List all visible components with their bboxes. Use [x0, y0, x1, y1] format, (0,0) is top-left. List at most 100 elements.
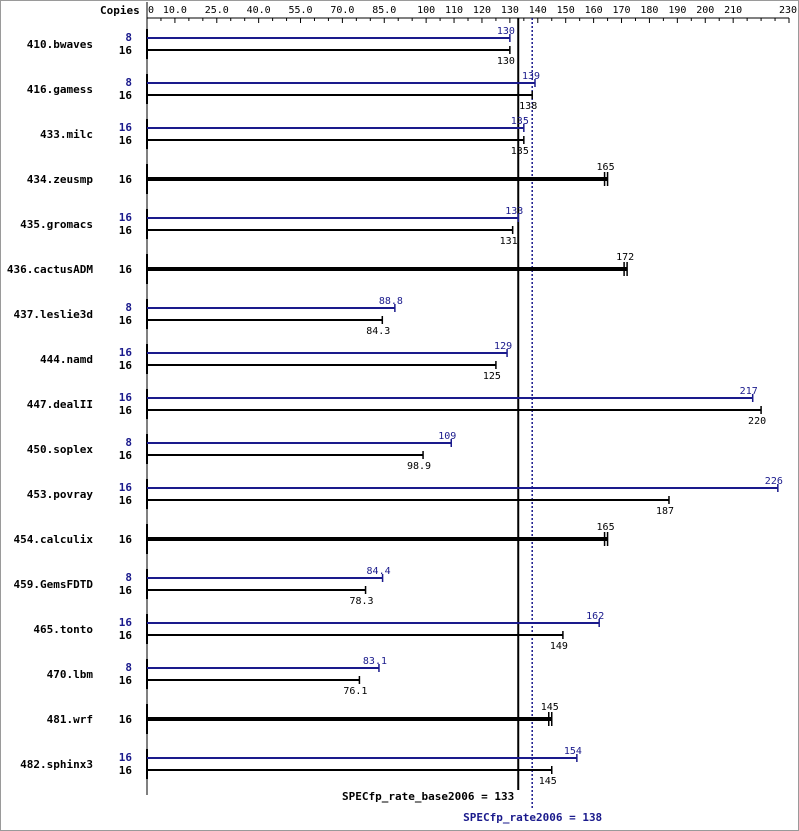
benchmark-row: 454.calculix 16 165 [14, 522, 615, 554]
value-label-peak: 217 [740, 386, 758, 397]
copies-peak: 8 [125, 301, 132, 314]
benchmark-name: 454.calculix [14, 533, 94, 546]
benchmark-name: 470.lbm [47, 668, 94, 681]
value-label-base: 78.3 [350, 596, 374, 607]
reference-labels: SPECfp_rate_base2006 = 133 SPECfp_rate200… [342, 790, 602, 824]
value-label-base: 131 [500, 236, 518, 247]
copies-peak: 16 [119, 481, 133, 494]
benchmark-name: 459.GemsFDTD [14, 578, 94, 591]
value-label-peak: 130 [497, 26, 515, 37]
benchmark-name: 450.soplex [27, 443, 94, 456]
x-tick-label: 10.0 [163, 5, 187, 16]
benchmark-name: 465.tonto [33, 623, 93, 636]
value-label-peak: 83.1 [363, 656, 387, 667]
x-tick-label: 40.0 [247, 5, 271, 16]
copies-base: 16 [119, 224, 133, 237]
reference-label-SPECfp_rate_base2006: SPECfp_rate_base2006 = 133 [342, 790, 514, 803]
value-label-peak: 154 [564, 746, 582, 757]
value-label-peak: 226 [765, 476, 783, 487]
copies-base: 16 [119, 674, 133, 687]
benchmark-row: 470.lbm 816 83.1 76.1 [47, 656, 387, 697]
x-tick-label: 170 [612, 5, 630, 16]
copies-base: 16 [119, 44, 133, 57]
x-tick-label: 140 [529, 5, 547, 16]
benchmark-row: 437.leslie3d 816 88.8 84.3 [14, 296, 403, 337]
copies-base: 16 [119, 494, 133, 507]
value-label-base: 84.3 [366, 326, 390, 337]
benchmark-name: 453.povray [27, 488, 94, 501]
value-label-peak: 139 [522, 71, 540, 82]
benchmark-name: 435.gromacs [20, 218, 93, 231]
copies-peak: 8 [125, 436, 132, 449]
value-label-peak: 84.4 [367, 566, 391, 577]
x-tick-label: 130 [501, 5, 519, 16]
value-label-base: 98.9 [407, 461, 431, 472]
x-tick-label: 55.0 [288, 5, 312, 16]
copies-peak: 16 [119, 121, 133, 134]
value-label-combined: 165 [597, 522, 615, 533]
x-tick-label: 70.0 [330, 5, 354, 16]
benchmark-row: 410.bwaves 816 130 130 [27, 26, 515, 67]
x-tick-label: 230 [779, 5, 797, 16]
value-label-base: 138 [519, 101, 537, 112]
copies-peak: 8 [125, 571, 132, 584]
value-label-base: 145 [539, 776, 557, 787]
value-label-base: 76.1 [343, 686, 367, 697]
value-label-base: 149 [550, 641, 568, 652]
copies-peak: 16 [119, 751, 133, 764]
benchmark-row: 481.wrf 16 145 [47, 702, 559, 734]
copies-base: 16 [119, 404, 133, 417]
copies-peak: 8 [125, 661, 132, 674]
benchmark-name: 447.dealII [27, 398, 93, 411]
benchmark-name: 433.milc [40, 128, 93, 141]
value-label-peak: 162 [586, 611, 604, 622]
value-label-base: 130 [497, 56, 515, 67]
copies-base: 16 [119, 533, 133, 546]
x-tick-label: 25.0 [205, 5, 229, 16]
x-tick-label: 150 [557, 5, 575, 16]
benchmark-name: 434.zeusmp [27, 173, 94, 186]
benchmark-name: 482.sphinx3 [20, 758, 93, 771]
value-label-peak: 129 [494, 341, 512, 352]
value-label-base: 125 [483, 371, 501, 382]
copies-header: Copies [100, 4, 140, 17]
benchmark-row: 434.zeusmp 16 165 [27, 162, 615, 194]
benchmark-name: 410.bwaves [27, 38, 93, 51]
copies-peak: 16 [119, 616, 133, 629]
benchmark-name: 416.gamess [27, 83, 93, 96]
copies-base: 16 [119, 263, 133, 276]
copies-peak: 8 [125, 31, 132, 44]
x-tick-label: 100 [417, 5, 435, 16]
copies-peak: 16 [119, 211, 133, 224]
benchmark-name: 436.cactusADM [7, 263, 93, 276]
copies-base: 16 [119, 713, 133, 726]
benchmark-name: 444.namd [40, 353, 93, 366]
value-label-peak: 109 [438, 431, 456, 442]
value-label-combined: 172 [616, 252, 634, 263]
value-label-combined: 145 [541, 702, 559, 713]
copies-base: 16 [119, 584, 133, 597]
benchmark-name: 437.leslie3d [14, 308, 93, 321]
reference-lines [517, 18, 533, 808]
x-tick-label: 160 [585, 5, 603, 16]
reference-label-SPECfp_rate2006: SPECfp_rate2006 = 138 [463, 811, 602, 824]
benchmark-row: 436.cactusADM 16 172 [7, 252, 634, 284]
benchmark-row: 416.gamess 816 139 138 [27, 71, 540, 112]
value-label-combined: 165 [597, 162, 615, 173]
copies-base: 16 [119, 314, 133, 327]
benchmark-row: 459.GemsFDTD 816 84.4 78.3 [14, 566, 391, 607]
benchmark-row: 450.soplex 816 109 98.9 [27, 431, 457, 472]
x-tick-label: 210 [724, 5, 742, 16]
copies-base: 16 [119, 134, 133, 147]
copies-base: 16 [119, 89, 133, 102]
copies-base: 16 [119, 359, 133, 372]
